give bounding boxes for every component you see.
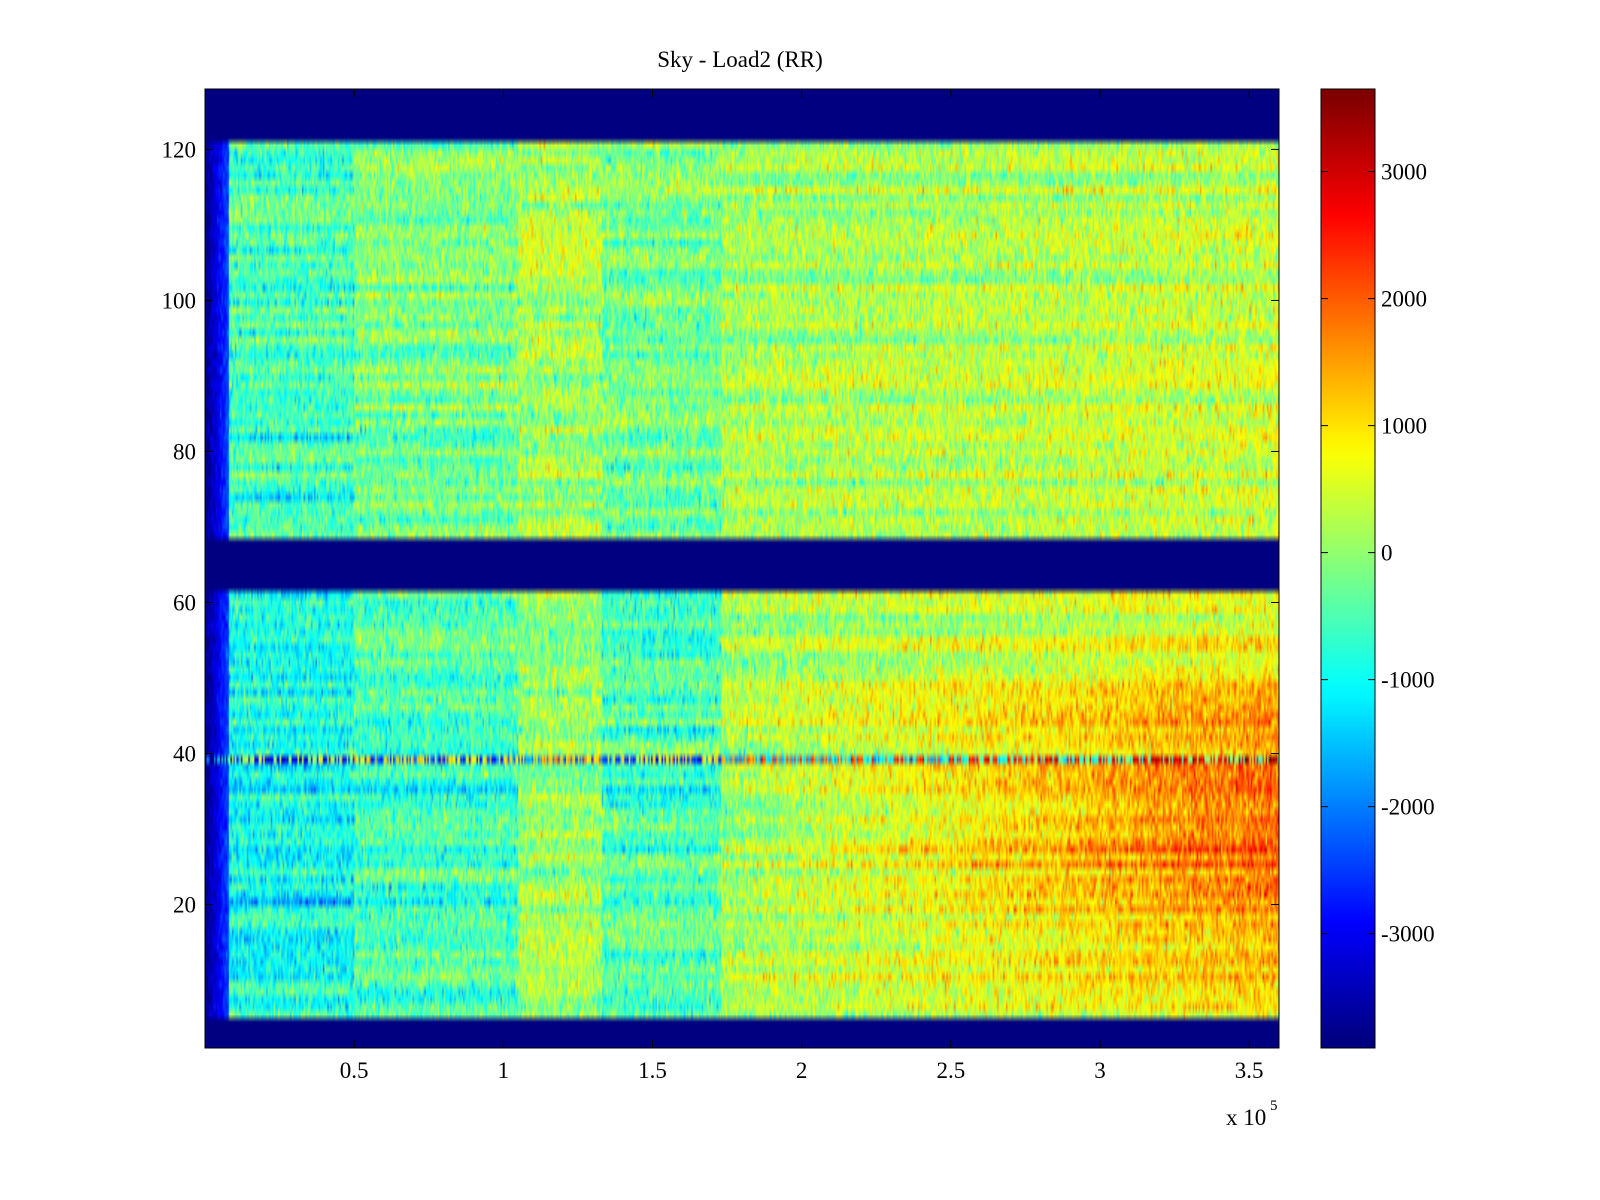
plot-frame bbox=[204, 88, 1280, 1049]
y-tick-label: 120 bbox=[162, 137, 197, 162]
colorbar-tick-label: -1000 bbox=[1381, 668, 1435, 693]
x-axis-ticks: 0.5 1 1.5 2 2.5 3 3.5 bbox=[340, 89, 1264, 1083]
x-axis-multiplier-exponent: 5 bbox=[1270, 1098, 1278, 1114]
y-tick-label: 100 bbox=[162, 288, 197, 313]
colorbar-tick-label: 3000 bbox=[1381, 160, 1427, 185]
y-tick-label: 80 bbox=[173, 439, 196, 464]
x-tick-label: 1 bbox=[498, 1058, 510, 1083]
x-tick-label: 3.5 bbox=[1235, 1058, 1264, 1083]
colorbar-tick-label: 0 bbox=[1381, 541, 1393, 566]
y-axis-ticks: 20 40 60 80 100 120 bbox=[162, 137, 1279, 918]
colorbar-tick-label: -2000 bbox=[1381, 795, 1435, 820]
chart-title: Sky - Load2 (RR) bbox=[657, 47, 822, 72]
x-tick-label: 1.5 bbox=[638, 1058, 667, 1083]
y-tick-label: 60 bbox=[173, 590, 196, 615]
x-axis-multiplier: x 10 bbox=[1226, 1105, 1266, 1130]
colorbar-gradient bbox=[1321, 89, 1375, 1048]
colorbar-frame bbox=[1320, 88, 1376, 1049]
x-tick-label: 2 bbox=[796, 1058, 808, 1083]
colorbar-tick-label: -3000 bbox=[1381, 922, 1435, 947]
y-tick-label: 40 bbox=[173, 742, 196, 767]
colorbar-tick-label: 2000 bbox=[1381, 287, 1427, 312]
y-tick-label: 20 bbox=[173, 893, 196, 918]
colorbar-ticks: -3000 -2000 -1000 0 1000 2000 3000 bbox=[1321, 160, 1435, 947]
colorbar-tick-label: 1000 bbox=[1381, 414, 1427, 439]
x-tick-label: 3 bbox=[1094, 1058, 1106, 1083]
x-tick-label: 0.5 bbox=[340, 1058, 369, 1083]
x-tick-label: 2.5 bbox=[936, 1058, 965, 1083]
heatmap-image bbox=[205, 89, 1279, 1048]
